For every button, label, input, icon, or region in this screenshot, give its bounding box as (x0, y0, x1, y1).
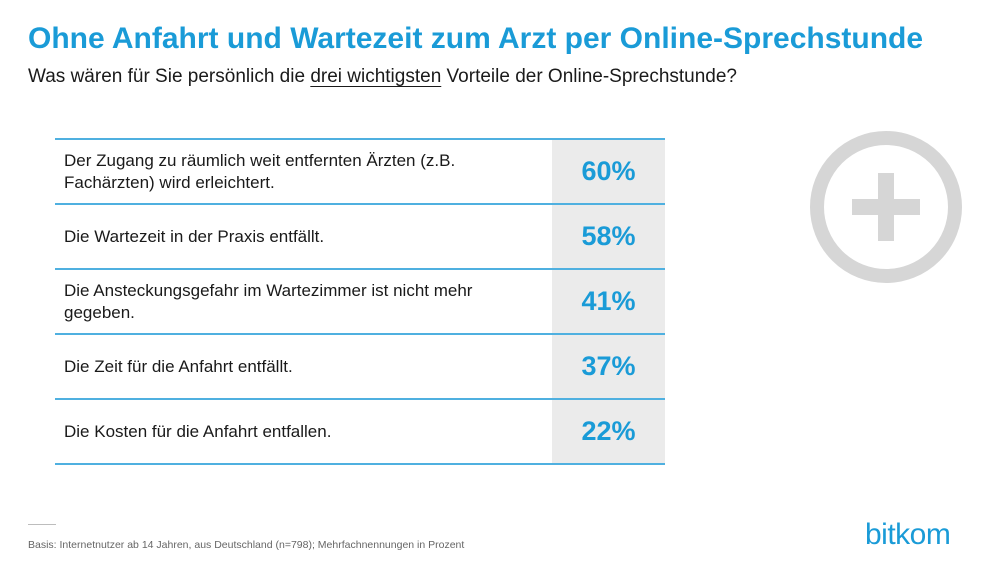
page-subtitle: Was wären für Sie persönlich die drei wi… (28, 66, 737, 88)
row-label: Die Zeit für die Anfahrt entfällt. (55, 333, 552, 399)
table-row: Die Kosten für die Anfahrt entfallen. 22… (55, 398, 665, 465)
row-label: Die Ansteckungsgefahr im Wartezimmer ist… (55, 268, 552, 334)
plus-circle-icon (810, 131, 962, 283)
page-title: Ohne Anfahrt und Wartezeit zum Arzt per … (28, 22, 924, 55)
footnote-divider (28, 524, 56, 525)
row-value: 58% (552, 203, 665, 269)
bitkom-logo: bitkom (865, 518, 951, 551)
subtitle-after: Vorteile der Online-Sprechstunde? (441, 66, 737, 87)
row-label: Der Zugang zu räumlich weit entfernten Ä… (55, 138, 552, 204)
table-row: Die Ansteckungsgefahr im Wartezimmer ist… (55, 268, 665, 334)
results-table: Der Zugang zu räumlich weit entfernten Ä… (55, 138, 665, 465)
row-value: 22% (552, 398, 665, 465)
subtitle-before: Was wären für Sie persönlich die (28, 66, 311, 87)
row-value: 60% (552, 138, 665, 204)
table-row: Der Zugang zu räumlich weit entfernten Ä… (55, 138, 665, 204)
row-value: 41% (552, 268, 665, 334)
footnote: Basis: Internetnutzer ab 14 Jahren, aus … (28, 539, 465, 551)
row-label: Die Kosten für die Anfahrt entfallen. (55, 398, 552, 465)
table-row: Die Zeit für die Anfahrt entfällt. 37% (55, 333, 665, 399)
subtitle-underlined: drei wichtigsten (310, 66, 442, 87)
table-row: Die Wartezeit in der Praxis entfällt. 58… (55, 203, 665, 269)
row-value: 37% (552, 333, 665, 399)
row-label: Die Wartezeit in der Praxis entfällt. (55, 203, 552, 269)
